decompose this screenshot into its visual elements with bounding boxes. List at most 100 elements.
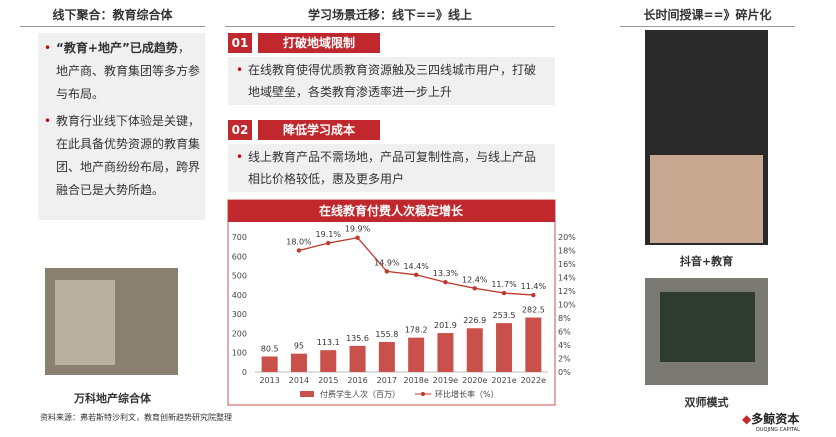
x-tick-label: 2020e [462, 376, 487, 385]
y-tick-label: 0 [242, 368, 247, 377]
left-box: “教育+地产”已成趋势，地产商、教育集团等多方参与布局。 教育行业线下体验是关键… [38, 33, 205, 220]
legend-label: 付费学生人次（百万） [320, 389, 400, 399]
bar-label: 113.1 [317, 338, 340, 347]
bar [261, 356, 278, 372]
y-tick-label: 100 [232, 349, 247, 358]
line-point [472, 286, 477, 291]
line-label: 19.1% [316, 230, 342, 239]
line-label: 12.4% [462, 275, 488, 284]
section-title: 降低学习成本 [258, 120, 380, 140]
bar [320, 350, 337, 372]
bullet: “教育+地产”已成趋势，地产商、教育集团等多方参与布局。 [44, 37, 201, 106]
logo-name: 多鲸资本 [751, 412, 800, 426]
x-tick-label: 2014 [289, 376, 309, 385]
line-label: 11.7% [491, 280, 517, 289]
bar-label: 80.5 [261, 344, 279, 353]
section-text: 在线教育使得优质教育资源触及三四线城市用户，打破地域壁垒，各类教育渗透率进一步上… [236, 59, 547, 103]
y2-tick-label: 0% [558, 368, 571, 377]
bar [525, 317, 542, 372]
x-tick-label: 2015 [318, 376, 338, 385]
line-point [531, 292, 536, 298]
bar [408, 337, 425, 372]
bar-label: 282.5 [522, 306, 545, 315]
caption: 万科地产综合体 [74, 392, 151, 405]
bar [290, 353, 307, 372]
y2-tick-label: 10% [558, 301, 576, 310]
y2-tick-label: 12% [558, 287, 576, 296]
x-tick-label: 2022e [521, 376, 546, 385]
bullet-text: 教育行业线下体验是关键，在此具备优势资源的教育集团、地产商纷纷布局，跨界融合已是… [56, 114, 201, 197]
line-point [384, 269, 390, 274]
line-label: 13.3% [433, 269, 459, 278]
caption: 抖音+教育 [679, 255, 734, 268]
bar [437, 333, 454, 372]
logo: ◆多鲸资本 DUOJING CAPITAL [742, 410, 800, 433]
logo-sub: DUOJING CAPITAL [756, 427, 800, 433]
legend-label: 环比增长率（%） [435, 389, 499, 399]
bar-label: 253.5 [493, 311, 516, 320]
middle-header: 学习场景迁移：线下==》线上 [225, 6, 555, 27]
line-point [326, 240, 331, 246]
line-label: 11.4% [521, 282, 547, 291]
x-tick-label: 2017 [377, 376, 397, 385]
x-tick-label: 2016 [347, 376, 367, 385]
y2-tick-label: 2% [558, 355, 571, 364]
line-point [501, 290, 507, 296]
bar [466, 328, 483, 372]
bullet: 教育行业线下体验是关键，在此具备优势资源的教育集团、地产商纷纷布局，跨界融合已是… [44, 110, 201, 202]
bullet-bold: “教育+地产”已成趋势 [56, 41, 178, 55]
phone-video [650, 155, 763, 243]
y2-tick-label: 8% [558, 314, 571, 323]
legend-swatch [300, 391, 314, 397]
line-point [355, 235, 360, 240]
source: 资料来源：弗若斯特沙利文，教育创新趋势研究院整理 [40, 413, 232, 422]
line-point [413, 272, 419, 277]
y2-tick-label: 6% [558, 328, 571, 337]
section-title: 打破地域限制 [258, 33, 380, 53]
section-text: 线上教育产品不需场地，产品可复制性高，与线上产品相比价格较低，惠及更多用户 [236, 146, 547, 190]
section-number: 02 [228, 120, 252, 140]
chart-frame [227, 199, 556, 406]
line-label: 19.9% [345, 225, 371, 234]
y2-tick-label: 4% [558, 341, 571, 350]
chart-title-bar [228, 200, 555, 222]
line-label: 14.9% [374, 258, 400, 267]
bar-label: 95 [294, 342, 304, 351]
bar-label: 155.8 [375, 330, 398, 339]
right-header: 长时间授课==》碎片化 [620, 6, 795, 27]
legend-swatch [421, 392, 425, 396]
bullet-text: ，地产商、教育集团等多方参与布局。 [56, 41, 201, 101]
bar [349, 345, 366, 372]
bar [496, 323, 513, 372]
caption: 双师模式 [684, 396, 729, 409]
left-header: 线下聚合：教育综合体 [20, 6, 205, 27]
y2-tick-label: 16% [558, 260, 576, 269]
photo-part [55, 280, 115, 365]
bar [378, 341, 395, 372]
line-point [296, 248, 302, 253]
bar-label: 226.9 [463, 316, 486, 325]
y2-tick-label: 18% [558, 247, 576, 256]
bar-label: 201.9 [434, 321, 457, 330]
y-tick-label: 700 [232, 233, 247, 242]
x-tick-label: 2019e [433, 376, 458, 385]
bar-label: 178.2 [405, 326, 428, 335]
x-tick-label: 2018e [404, 376, 429, 385]
line-label: 14.4% [403, 262, 429, 271]
y2-tick-label: 20% [558, 233, 576, 242]
section-box: 在线教育使得优质教育资源触及三四线城市用户，打破地域壁垒，各类教育渗透率进一步上… [228, 57, 555, 105]
y-tick-label: 400 [232, 291, 247, 300]
x-tick-label: 2013 [259, 376, 279, 385]
y-tick-label: 200 [232, 329, 247, 338]
photo-board [660, 292, 755, 362]
x-tick-label: 2021e [491, 376, 516, 385]
line-point [443, 280, 448, 285]
y-tick-label: 600 [232, 252, 247, 261]
y-tick-label: 500 [232, 272, 247, 281]
section-box: 线上教育产品不需场地，产品可复制性高，与线上产品相比价格较低，惠及更多用户 [228, 144, 555, 192]
y-tick-label: 300 [232, 310, 247, 319]
section-number: 01 [228, 33, 252, 53]
bar-label: 135.6 [346, 334, 369, 343]
